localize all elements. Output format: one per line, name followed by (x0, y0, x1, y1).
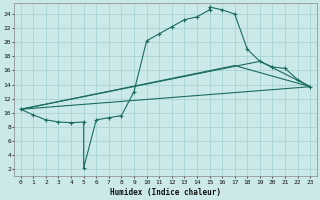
X-axis label: Humidex (Indice chaleur): Humidex (Indice chaleur) (110, 188, 221, 197)
